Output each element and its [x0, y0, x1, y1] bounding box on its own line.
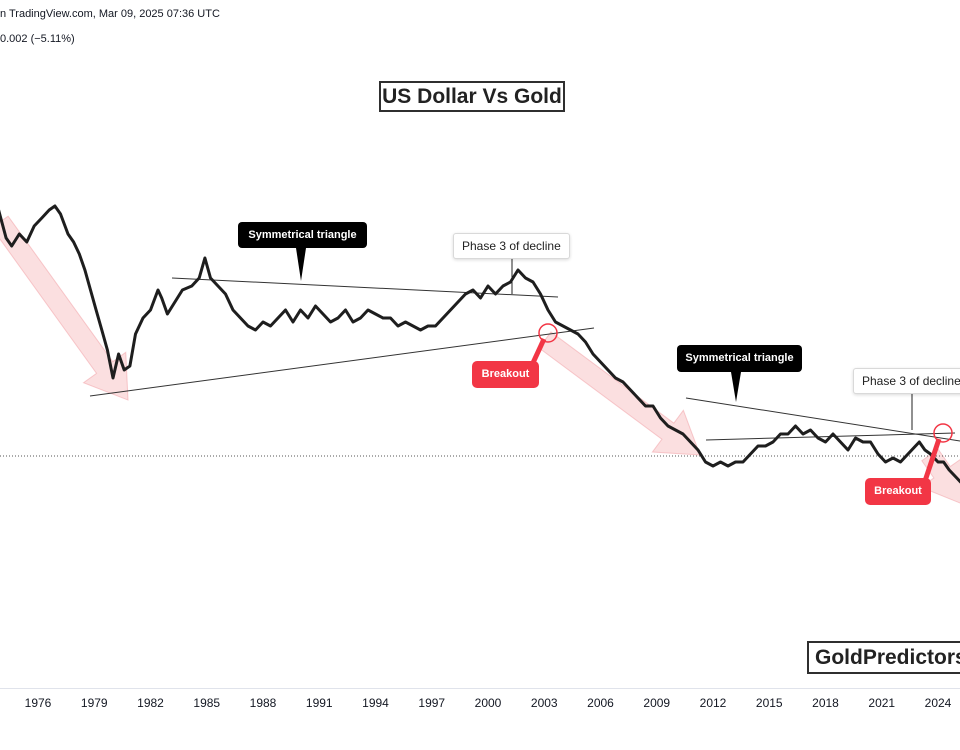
callout-breakout-1: Breakout: [472, 361, 539, 388]
x-tick-label: 1982: [137, 696, 164, 710]
x-tick-label: 1997: [418, 696, 445, 710]
chart-title: US Dollar Vs Gold: [379, 81, 565, 112]
x-axis-line: [0, 688, 960, 689]
x-axis: 1976 1979 1982 1985 1988 1991 1994 1997 2000 2003…: [25, 696, 952, 710]
trendline-2: [89, 327, 595, 397]
x-tick-label: 2024: [925, 696, 952, 710]
x-tick-label: 2015: [756, 696, 783, 710]
decline-arrow-1: [0, 215, 129, 401]
price-line: [0, 204, 960, 484]
price-change-text: 0.002 (−5.11%): [0, 33, 75, 45]
x-tick-label: 1988: [250, 696, 277, 710]
trendline-3: [685, 397, 960, 442]
x-tick-label: 1991: [306, 696, 333, 710]
x-tick-label: 2000: [475, 696, 502, 710]
callout-label: Phase 3 of decline: [862, 374, 960, 388]
breakout-markers: [529, 323, 953, 482]
callout-symmetrical-triangle-1: Symmetrical triangle: [238, 222, 367, 248]
chart-source-text: n TradingView.com, Mar 09, 2025 07:36 UT…: [0, 8, 220, 20]
x-tick-label: 2009: [643, 696, 670, 710]
breakout-pointer-2: [922, 438, 942, 482]
callout-label: Breakout: [481, 368, 530, 380]
brand-watermark: GoldPredictors: [807, 641, 960, 674]
callout-label: Breakout: [874, 485, 922, 497]
callout-label: Symmetrical triangle: [685, 352, 794, 364]
callout-phase3-2: Phase 3 of decline: [853, 368, 960, 394]
x-tick-label: 2018: [812, 696, 839, 710]
breakout-pointer-1: [529, 337, 547, 367]
price-series: [0, 204, 960, 484]
x-tick-label: 2006: [587, 696, 614, 710]
callout-symmetrical-triangle-2: Symmetrical triangle: [677, 345, 802, 372]
breakout-circle-2: [933, 423, 953, 443]
callout-breakout-2: Breakout: [865, 478, 931, 505]
callout-phase3-1: Phase 3 of decline: [453, 233, 570, 259]
x-tick-label: 1979: [81, 696, 108, 710]
x-tick-label: 1976: [25, 696, 52, 710]
x-tick-label: 2003: [531, 696, 558, 710]
callout-pointer-2: [731, 372, 741, 402]
x-tick-label: 2012: [700, 696, 727, 710]
callout-label: Symmetrical triangle: [248, 229, 357, 241]
x-tick-label: 1985: [193, 696, 220, 710]
x-tick-label: 2021: [868, 696, 895, 710]
callout-label: Phase 3 of decline: [462, 239, 561, 253]
breakout-circle-1: [538, 323, 558, 343]
callout-pointer-1: [296, 248, 306, 281]
x-tick-label: 1994: [362, 696, 389, 710]
decline-arrow-2: [538, 331, 701, 456]
